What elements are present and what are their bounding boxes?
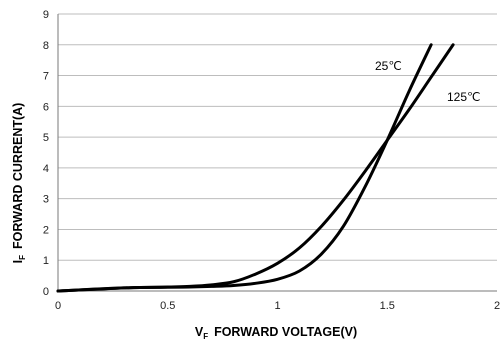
x-tick-label: 0 <box>55 300 61 312</box>
y-tick-label: 9 <box>43 9 49 21</box>
y-tick-label: 7 <box>43 71 49 83</box>
tick-labels: 0 1 2 3 4 5 6 7 8 9 0 0.5 1 1.5 2 <box>43 9 500 312</box>
y-tick-label: 6 <box>43 101 49 113</box>
y-tick-label: 8 <box>43 40 49 52</box>
y-axis-label-rest: FORWARD CURRENT(A) <box>11 103 25 249</box>
x-tick-label: 1 <box>274 300 280 312</box>
y-tick-label: 3 <box>43 194 49 206</box>
x-axis-label-main: V <box>195 325 204 339</box>
series-annotations: 25℃ 125℃ <box>375 59 481 104</box>
gridlines <box>58 13 497 261</box>
x-tick-label: 0.5 <box>160 300 175 312</box>
series-line-125c <box>56 43 455 293</box>
annotation-25c: 25℃ <box>375 59 402 73</box>
y-tick-label: 4 <box>43 163 49 175</box>
y-tick-label: 5 <box>43 132 49 144</box>
y-tick-label: 0 <box>43 286 49 298</box>
series-lines <box>56 43 455 293</box>
y-tick-label: 1 <box>43 255 49 267</box>
x-axis-label-rest: FORWARD VOLTAGE(V) <box>214 325 357 339</box>
x-axis-label: VF FORWARD VOLTAGE(V) <box>195 325 357 341</box>
x-axis-label-sub: F <box>203 332 208 341</box>
x-tick-label: 2 <box>494 300 500 312</box>
annotation-125c: 125℃ <box>447 90 481 104</box>
y-axis-label-sub: F <box>18 255 27 260</box>
axes <box>57 14 497 292</box>
y-tick-label: 2 <box>43 224 49 236</box>
x-tick-label: 1.5 <box>380 300 395 312</box>
y-axis-label-main: I <box>11 260 25 263</box>
y-axis-label: IF FORWARD CURRENT(A) <box>11 103 27 264</box>
